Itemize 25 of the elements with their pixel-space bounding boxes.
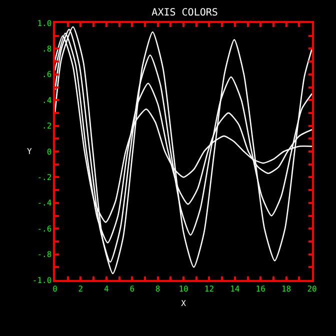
y-tick-label: 1.0 [37,18,52,28]
x-tick-label: 0 [52,284,58,294]
y-tick-label: .6 [42,70,52,80]
y-tick-label: -.4 [37,198,52,208]
x-tick-label: 10 [178,284,188,294]
y-axis-title: Y [27,147,32,156]
x-tick-label: 6 [130,284,135,294]
x-tick-label: 12 [204,284,214,294]
y-tick-label: .2 [42,122,52,131]
y-tick-label: -.2 [37,173,52,182]
x-tick-label: 18 [281,284,292,294]
y-tick-label: .8 [42,44,52,54]
x-tick-label: 20 [307,284,317,294]
y-tick-label: -.6 [37,224,52,234]
x-tick-label: 14 [230,284,240,294]
chart-title: AXIS COLORS [152,7,218,18]
y-tick-label: .4 [42,96,52,105]
x-tick-label: 8 [155,284,160,294]
y-tick-label: -1.0 [32,276,52,285]
x-tick-label: 2 [78,284,84,294]
y-tick-label: 0 [46,147,52,156]
x-axis-title: X [181,298,186,308]
x-tick-label: 16 [256,284,266,294]
y-tick-label: -.8 [37,250,52,260]
x-tick-label: 4 [104,284,109,294]
